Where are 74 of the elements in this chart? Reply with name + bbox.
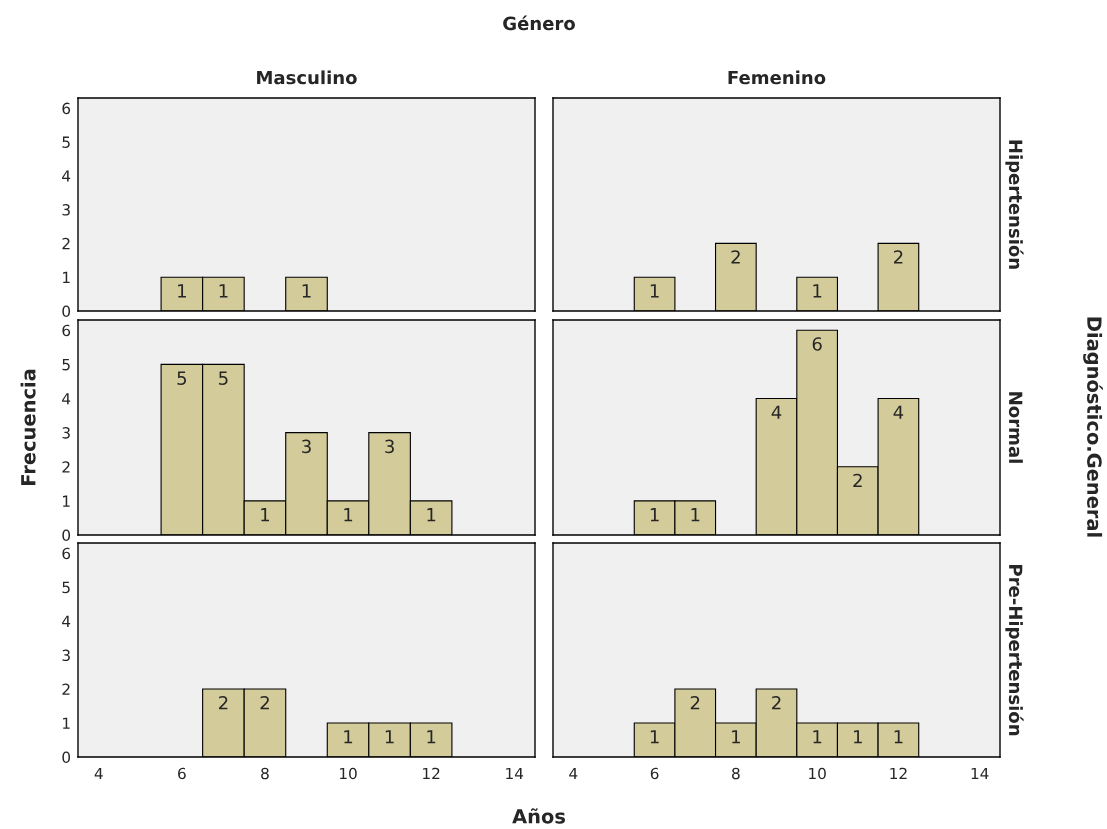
data-label: 1 xyxy=(650,508,659,522)
data-label: 1 xyxy=(813,730,822,744)
data-label: 1 xyxy=(854,730,862,744)
data-label: 2 xyxy=(893,250,903,264)
y-tick-label: 1 xyxy=(63,271,70,283)
y-tick-label: 6 xyxy=(62,324,71,337)
x-tick-label: 4 xyxy=(94,767,103,780)
x-tick-label: 8 xyxy=(261,767,269,780)
y-tick-label: 3 xyxy=(62,427,70,439)
data-label: 1 xyxy=(302,284,311,298)
y-tick-label: 2 xyxy=(62,683,70,695)
data-label: 6 xyxy=(812,337,822,351)
x-tick-label: 6 xyxy=(178,767,186,780)
y-tick-label: 2 xyxy=(62,461,70,473)
y-tick-label: 0 xyxy=(62,305,71,318)
data-label: 2 xyxy=(260,695,269,710)
text: Años xyxy=(512,808,565,824)
data-label: 5 xyxy=(219,371,228,385)
y-tick-label: 1 xyxy=(63,717,70,729)
y-tick-label: 6 xyxy=(62,547,71,560)
data-label: 1 xyxy=(732,730,740,744)
data-label: 1 xyxy=(650,284,659,298)
data-label: 1 xyxy=(385,730,394,744)
data-label: 1 xyxy=(261,508,270,522)
x-tick-label: 10 xyxy=(809,767,826,780)
data-label: 1 xyxy=(344,730,353,744)
x-tick-label: 12 xyxy=(890,767,907,780)
y-tick-label: 4 xyxy=(62,615,71,627)
data-label: 1 xyxy=(894,730,903,744)
y-tick-label: 1 xyxy=(63,495,70,507)
data-label: 2 xyxy=(772,695,781,710)
y-tick-label: 4 xyxy=(62,170,71,182)
data-label: 3 xyxy=(385,439,394,454)
y-tick-label: 5 xyxy=(62,581,70,594)
data-label: 4 xyxy=(893,405,904,419)
data-label: 4 xyxy=(771,405,782,419)
data-label: 5 xyxy=(177,371,187,385)
data-label: 1 xyxy=(427,730,436,744)
y-axis-title: Frecuencia xyxy=(20,369,36,485)
data-label: 1 xyxy=(219,284,228,298)
y-tick-label: 5 xyxy=(62,136,70,148)
y-tick-label: 5 xyxy=(62,359,70,371)
x-tick-label: 4 xyxy=(569,767,578,780)
data-label: 2 xyxy=(690,695,700,710)
data-label: 1 xyxy=(427,508,436,522)
y-tick-label: 6 xyxy=(62,102,71,115)
y-tick-label: 2 xyxy=(62,237,70,250)
y2-axis-title: Pre-Hipertensión xyxy=(1005,565,1024,736)
text: Diagnóstico.General xyxy=(1083,317,1103,537)
x-tick-label: 14 xyxy=(506,767,524,780)
x-tick-label: 14 xyxy=(971,767,989,780)
y-tick-label: 3 xyxy=(62,649,70,662)
x-tick-label: 12 xyxy=(423,767,440,780)
data-label: 1 xyxy=(650,730,659,744)
data-label: 1 xyxy=(178,284,186,298)
y2-axis-title: Hipertensión xyxy=(1005,140,1024,269)
x-tick-label: 6 xyxy=(650,767,659,780)
data-label: 1 xyxy=(344,508,353,522)
data-label: 2 xyxy=(218,695,228,710)
chart-title: Femenino xyxy=(728,70,826,85)
text: Género xyxy=(503,15,575,31)
data-label: 2 xyxy=(731,250,740,264)
chart-title: Masculino xyxy=(257,70,357,85)
data-label: 3 xyxy=(302,439,311,454)
y-tick-label: 0 xyxy=(62,529,71,542)
data-label: 1 xyxy=(691,508,700,522)
x-tick-label: 8 xyxy=(732,767,740,780)
y-tick-label: 4 xyxy=(62,393,71,405)
y-tick-label: 3 xyxy=(62,204,70,216)
y-tick-label: 0 xyxy=(62,751,71,764)
y2-axis-title: Normal xyxy=(1008,392,1023,463)
data-label: 2 xyxy=(853,473,862,488)
x-tick-label: 10 xyxy=(340,767,357,780)
data-label: 1 xyxy=(813,284,822,298)
